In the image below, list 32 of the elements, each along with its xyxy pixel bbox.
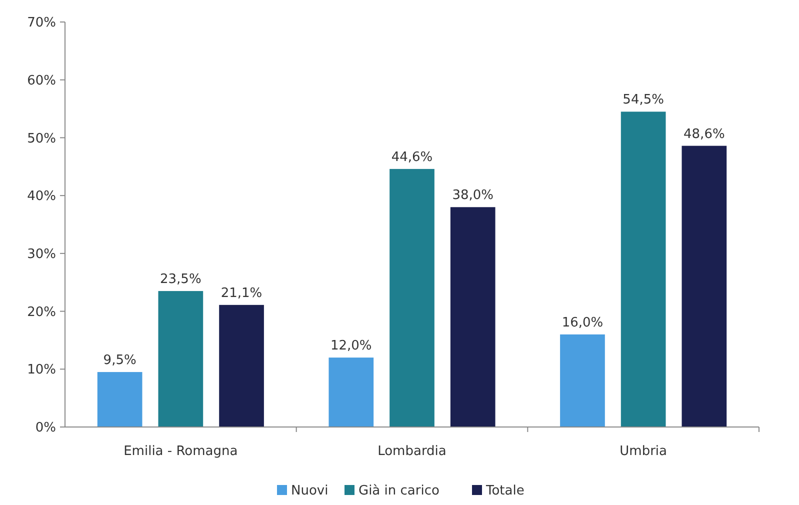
data-label: 12,0%: [330, 338, 372, 354]
data-label: 23,5%: [160, 272, 202, 288]
bar: [620, 112, 666, 427]
bar: [328, 358, 374, 427]
bar: [390, 168, 434, 427]
x-tick-label: Lombardia: [378, 444, 446, 459]
legend-label: Nuovi: [291, 484, 328, 499]
x-tick-label: Emilia - Romagna: [124, 444, 238, 459]
y-tick-label: 60%: [27, 73, 56, 88]
legend-label: Già in carico: [358, 484, 440, 499]
bar: [682, 146, 727, 427]
y-tick-label: 40%: [27, 189, 56, 204]
y-tick-label: 30%: [27, 246, 56, 262]
bar: [158, 291, 204, 427]
x-tick-label: Umbria: [620, 444, 668, 459]
y-tick-label: 10%: [27, 362, 56, 378]
bar: [450, 207, 496, 427]
data-label: 21,1%: [220, 286, 262, 301]
data-label: 9,5%: [103, 353, 136, 368]
y-tick-label: 50%: [27, 131, 56, 146]
data-label: 44,6%: [391, 150, 433, 165]
bar: [219, 304, 264, 427]
data-label: 54,5%: [622, 92, 664, 108]
y-tick-label: 0%: [35, 420, 56, 436]
bar: [97, 372, 142, 427]
y-tick-label: 20%: [27, 304, 56, 320]
bar: [560, 334, 605, 427]
data-label: 48,6%: [684, 126, 725, 142]
legend-label: Totale: [485, 484, 524, 499]
y-tick-label: 70%: [27, 16, 56, 31]
data-label: 38,0%: [452, 188, 494, 204]
data-label: 16,0%: [562, 315, 604, 330]
